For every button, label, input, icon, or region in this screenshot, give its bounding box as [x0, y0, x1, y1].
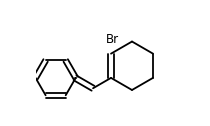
Text: Br: Br — [106, 33, 119, 46]
